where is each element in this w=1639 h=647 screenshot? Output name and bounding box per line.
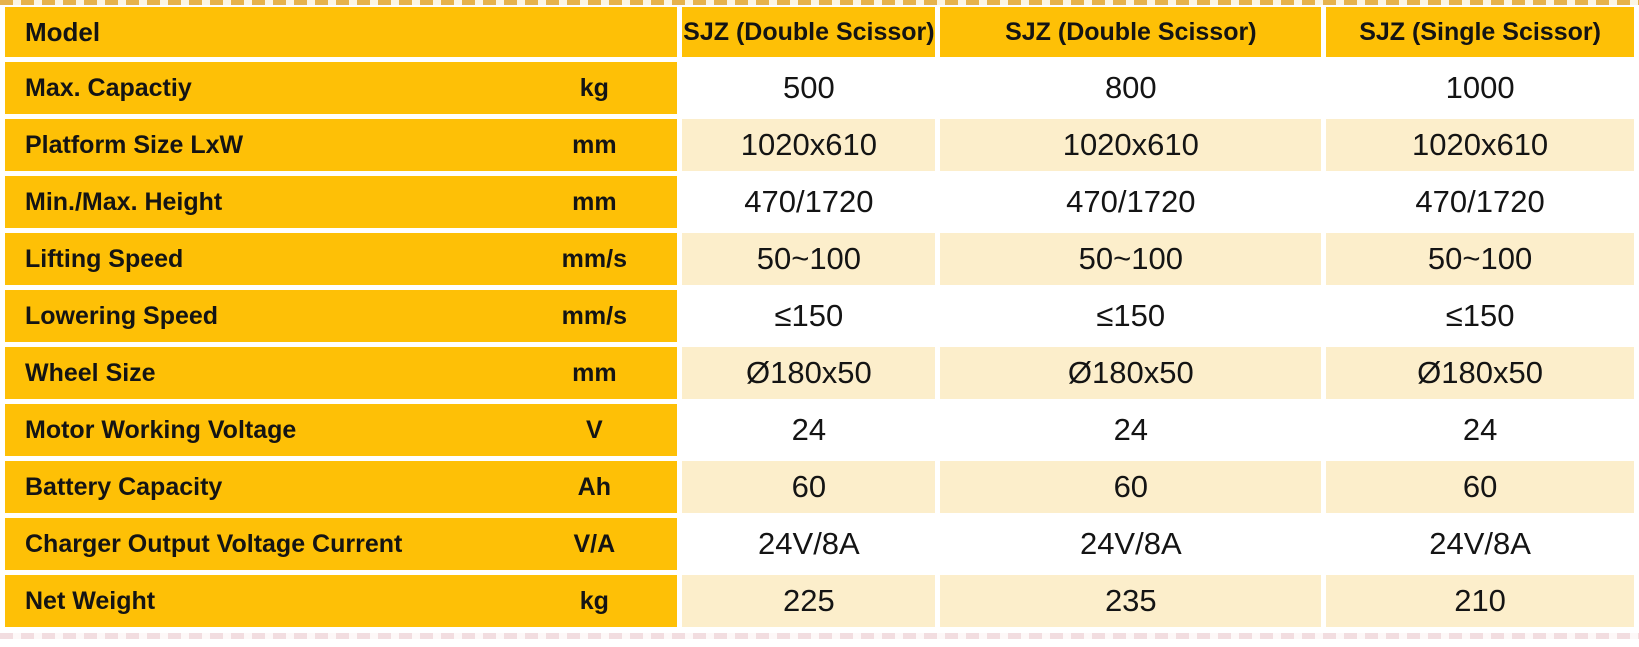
bottom-dashed-border	[0, 633, 1639, 639]
row-unit: mm/s	[561, 244, 627, 273]
row-unit: kg	[579, 586, 609, 615]
row-unit: V	[585, 415, 603, 444]
cell-value: 1020x610	[1326, 119, 1634, 171]
row-unit: mm	[572, 358, 617, 387]
row-label-group: Max. Capactiy kg	[5, 62, 677, 114]
cell-value: 24V/8A	[940, 518, 1322, 570]
cell-value: 60	[940, 461, 1322, 513]
cell-value: ≤150	[682, 290, 936, 342]
row-label: Battery Capacity	[25, 472, 223, 501]
table-row-charger-output: Charger Output Voltage Current V/A 24V/8…	[5, 518, 1634, 570]
row-unit: Ah	[577, 472, 611, 501]
row-label: Max. Capactiy	[25, 73, 192, 102]
cell-value: 470/1720	[940, 176, 1322, 228]
table-row-max-capacity: Max. Capactiy kg 500 800 1000	[5, 62, 1634, 114]
cell-value: 500	[682, 62, 936, 114]
row-label: Charger Output Voltage Current	[25, 529, 403, 558]
cell-value: 24	[1326, 404, 1634, 456]
row-label-group: Motor Working Voltage V	[5, 404, 677, 456]
table-row-wheel-size: Wheel Size mm Ø180x50 Ø180x50 Ø180x50	[5, 347, 1634, 399]
header-row: Model SJZ (Double Scissor) SJZ (Double S…	[5, 7, 1634, 57]
row-unit: V/A	[573, 529, 616, 558]
row-label-cell: Wheel Size mm	[5, 347, 678, 399]
row-unit: mm	[572, 130, 617, 159]
table-row-motor-voltage: Motor Working Voltage V 24 24 24	[5, 404, 1634, 456]
row-label-group: Platform Size LxW mm	[5, 119, 677, 171]
table-row-lifting-speed: Lifting Speed mm/s 50~100 50~100 50~100	[5, 233, 1634, 285]
row-label-group: Wheel Size mm	[5, 347, 677, 399]
row-unit: kg	[579, 73, 609, 102]
row-label-cell: Lifting Speed mm/s	[5, 233, 678, 285]
row-label: Lifting Speed	[25, 244, 184, 273]
row-unit: mm	[572, 187, 617, 216]
row-label-cell: Max. Capactiy kg	[5, 62, 678, 114]
model-header-label: Model	[25, 16, 101, 47]
table-row-battery-capacity: Battery Capacity Ah 60 60 60	[5, 461, 1634, 513]
cell-value: Ø180x50	[1326, 347, 1634, 399]
table-row-net-weight: Net Weight kg 225 235 210	[5, 575, 1634, 627]
cell-value: 800	[940, 62, 1322, 114]
row-unit: mm/s	[561, 301, 627, 330]
cell-value: 24V/8A	[1326, 518, 1634, 570]
cell-value: 470/1720	[1326, 176, 1634, 228]
cell-value: ≤150	[1326, 290, 1634, 342]
row-label: Lowering Speed	[25, 301, 219, 330]
column-header-label: SJZ (Double Scissor)	[683, 17, 935, 46]
cell-value: 225	[682, 575, 936, 627]
cell-value: 1020x610	[682, 119, 936, 171]
column-header-label: SJZ (Double Scissor)	[1005, 17, 1257, 46]
row-label-group: Lifting Speed mm/s	[5, 233, 677, 285]
top-dashed-border	[0, 0, 1639, 5]
row-label: Motor Working Voltage	[25, 415, 297, 444]
cell-value: 210	[1326, 575, 1634, 627]
cell-value: 235	[940, 575, 1322, 627]
cell-value: 50~100	[1326, 233, 1634, 285]
row-label-cell: Charger Output Voltage Current V/A	[5, 518, 678, 570]
cell-value: 1020x610	[940, 119, 1322, 171]
row-label-group: Net Weight kg	[5, 575, 677, 627]
row-label-cell: Motor Working Voltage V	[5, 404, 678, 456]
table-row-platform-size: Platform Size LxW mm 1020x610 1020x610 1…	[5, 119, 1634, 171]
cell-value: 50~100	[940, 233, 1322, 285]
cell-value: ≤150	[940, 290, 1322, 342]
row-label-cell: Platform Size LxW mm	[5, 119, 678, 171]
row-label-cell: Battery Capacity Ah	[5, 461, 678, 513]
table-row-lowering-speed: Lowering Speed mm/s ≤150 ≤150 ≤150	[5, 290, 1634, 342]
specification-table: Model SJZ (Double Scissor) SJZ (Double S…	[0, 2, 1639, 632]
row-label: Min./Max. Height	[25, 187, 223, 216]
row-label-group: Battery Capacity Ah	[5, 461, 677, 513]
row-label-cell: Lowering Speed mm/s	[5, 290, 678, 342]
row-label: Wheel Size	[25, 358, 156, 387]
cell-value: 60	[1326, 461, 1634, 513]
column-header-3: SJZ (Single Scissor)	[1326, 7, 1634, 57]
row-label: Net Weight	[25, 586, 156, 615]
column-header-label: SJZ (Single Scissor)	[1359, 17, 1601, 46]
cell-value: 50~100	[682, 233, 936, 285]
row-label-group: Lowering Speed mm/s	[5, 290, 677, 342]
column-header-2: SJZ (Double Scissor)	[940, 7, 1322, 57]
row-label-cell: Min./Max. Height mm	[5, 176, 678, 228]
row-label: Platform Size LxW	[25, 130, 244, 159]
cell-value: 60	[682, 461, 936, 513]
cell-value: 24V/8A	[682, 518, 936, 570]
model-header-cell: Model	[5, 7, 678, 57]
cell-value: 24	[940, 404, 1322, 456]
row-label-cell: Net Weight kg	[5, 575, 678, 627]
cell-value: 1000	[1326, 62, 1634, 114]
column-header-1: SJZ (Double Scissor)	[682, 7, 936, 57]
row-label-group: Min./Max. Height mm	[5, 176, 677, 228]
cell-value: Ø180x50	[682, 347, 936, 399]
cell-value: Ø180x50	[940, 347, 1322, 399]
cell-value: 24	[682, 404, 936, 456]
cell-value: 470/1720	[682, 176, 936, 228]
table-row-min-max-height: Min./Max. Height mm 470/1720 470/1720 47…	[5, 176, 1634, 228]
row-label-group: Charger Output Voltage Current V/A	[5, 518, 677, 570]
